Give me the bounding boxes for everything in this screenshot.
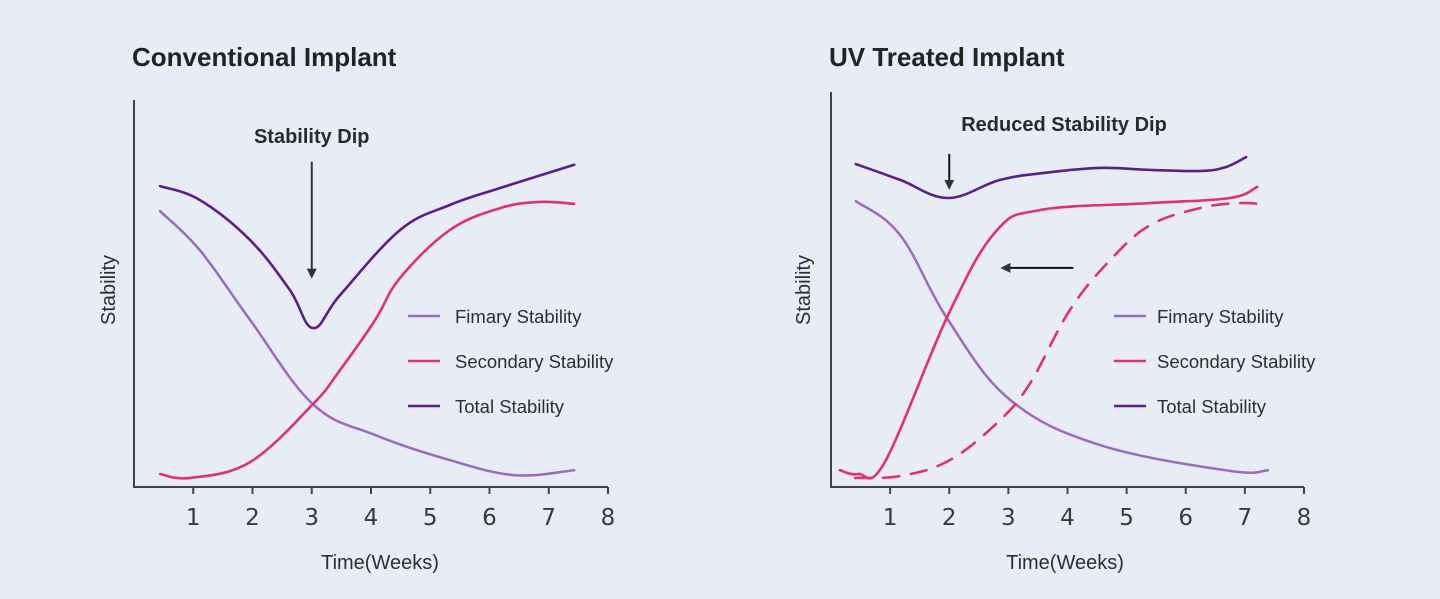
x-tick-label: 3: [1001, 505, 1016, 531]
x-tick-label: 3: [304, 505, 319, 531]
legend-label-primary: Fimary Stability: [1157, 306, 1284, 327]
x-axis-label: Time(Weeks): [1006, 552, 1124, 574]
y-axis-label: Stability: [98, 255, 120, 325]
legend-label-primary: Fimary Stability: [455, 306, 582, 327]
x-axis-label: Time(Weeks): [321, 552, 439, 574]
series-line-secondary: [158, 200, 576, 480]
legend: Fimary Stability Secondary Stability Tot…: [1114, 306, 1316, 417]
series-group: [158, 163, 576, 480]
series-line-secondary-dashed: [853, 201, 1270, 480]
x-ticks: 1 2 3 4 5 6 7 8: [186, 487, 615, 531]
x-tick-label: 5: [1119, 505, 1134, 531]
x-ticks: 1 2 3 4 5 6 7 8: [883, 487, 1312, 531]
legend-label-total: Total Stability: [1157, 396, 1267, 417]
annotation-stability-dip: Stability Dip: [254, 126, 370, 148]
x-tick-label: 2: [942, 505, 957, 531]
annotation-group: Reduced Stability Dip: [944, 114, 1167, 273]
x-tick-label: 4: [364, 505, 379, 531]
x-tick-label: 7: [1238, 505, 1253, 531]
annotation-reduced-dip: Reduced Stability Dip: [961, 114, 1167, 136]
legend-label-secondary: Secondary Stability: [1157, 351, 1316, 372]
x-tick-label: 8: [601, 505, 616, 531]
x-tick-label: 1: [883, 505, 898, 531]
annotation-group: Stability Dip: [254, 126, 370, 279]
series-line-total: [854, 155, 1248, 200]
x-tick-label: 6: [1178, 505, 1193, 531]
legend: Fimary Stability Secondary Stability Tot…: [408, 306, 614, 417]
chart-title: UV Treated Implant: [829, 42, 1065, 72]
x-tick-label: 4: [1060, 505, 1075, 531]
x-tick-label: 8: [1297, 505, 1312, 531]
x-tick-label: 7: [541, 505, 556, 531]
x-tick-label: 6: [482, 505, 497, 531]
y-axis-label: Stability: [793, 255, 815, 325]
x-tick-label: 2: [245, 505, 260, 531]
chart-title: Conventional Implant: [132, 42, 397, 72]
series-line-secondary: [838, 185, 1259, 480]
chart-conventional: Conventional Implant Stability Time(Week…: [98, 42, 615, 574]
chart-uv-treated: UV Treated Implant Stability Time(Weeks)…: [793, 42, 1316, 574]
series-line-primary: [158, 209, 576, 477]
series-group: [838, 155, 1270, 480]
legend-label-total: Total Stability: [455, 396, 565, 417]
series-line-total: [158, 163, 576, 330]
legend-label-secondary: Secondary Stability: [455, 351, 614, 372]
x-tick-label: 1: [186, 505, 201, 531]
series-line-primary: [854, 199, 1270, 474]
x-tick-label: 5: [423, 505, 438, 531]
